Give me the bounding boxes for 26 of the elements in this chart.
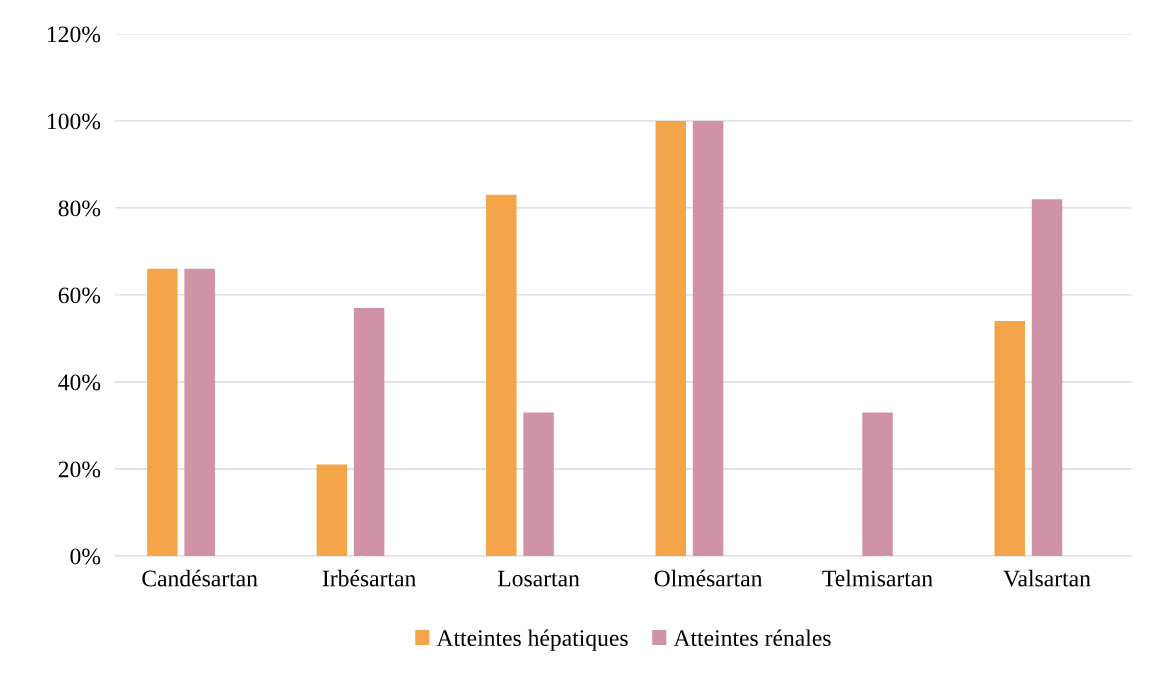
legend-label: Atteintes hépatiques xyxy=(436,629,628,651)
bar xyxy=(655,120,687,556)
bar xyxy=(147,268,178,556)
y-tick-label: 20% xyxy=(58,461,101,478)
x-tick-label: Irbésartan xyxy=(322,569,416,587)
x-tick-label: Valsartan xyxy=(1003,569,1091,587)
bar xyxy=(353,307,385,556)
y-tick-label: 120% xyxy=(48,26,101,43)
y-tick-label: 0% xyxy=(70,548,101,565)
x-tick-label: Telmisartan xyxy=(822,569,933,587)
y-tick-label: 40% xyxy=(58,374,101,391)
bar xyxy=(994,321,1025,556)
y-tick-label: 60% xyxy=(58,287,101,304)
bar xyxy=(184,268,215,556)
bar xyxy=(316,464,348,556)
bar xyxy=(486,194,517,556)
legend-label: Atteintes rénales xyxy=(673,629,831,647)
bar xyxy=(862,412,893,556)
y-tick-label: 80% xyxy=(58,200,101,217)
x-tick-label: Olmésartan xyxy=(654,569,763,587)
bar xyxy=(1031,199,1063,556)
x-tick-label: Losartan xyxy=(497,570,580,587)
x-tick-label: Candésartan xyxy=(142,569,258,587)
y-tick-label: 100% xyxy=(48,113,101,130)
bar xyxy=(692,120,724,556)
bar xyxy=(523,412,554,556)
